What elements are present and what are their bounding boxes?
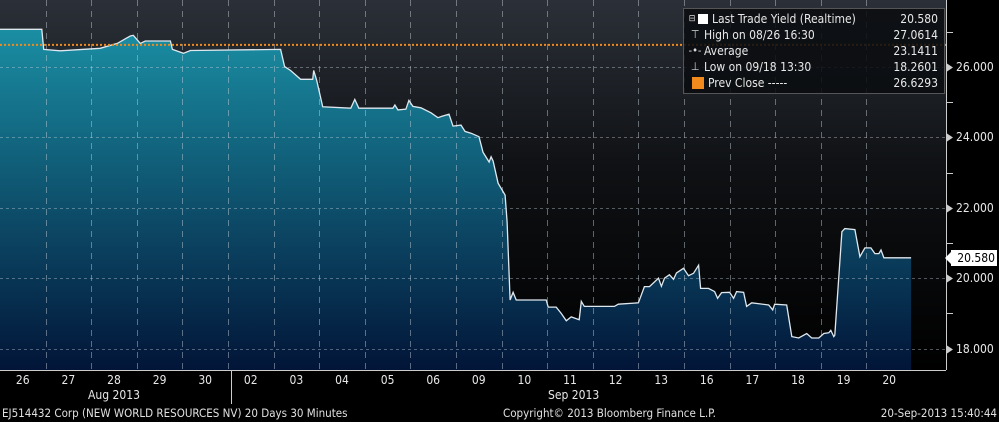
collapse-icon[interactable]: ⊟ [688, 14, 696, 24]
legend: ⊟ Last Trade Yield (Realtime) 20.580 ⊤ H… [683, 8, 945, 94]
y-tick [947, 63, 953, 72]
x-tick-label: 30 [198, 373, 213, 387]
y-tick [947, 204, 953, 213]
y-tick-label: 26.000 [956, 59, 994, 74]
x-tick-label: 09 [471, 373, 486, 387]
footer: EJ514432 Corp (NEW WORLD RESOURCES NV) 2… [0, 404, 999, 422]
y-tick [947, 133, 953, 142]
x-tick-label: 03 [289, 373, 304, 387]
y-tick [947, 274, 953, 283]
x-tick-label: 16 [699, 373, 714, 387]
legend-label: Average [704, 44, 749, 58]
x-tick-label: 29 [152, 373, 167, 387]
white-square-icon [698, 14, 708, 24]
legend-value: 20.580 [900, 12, 938, 26]
low-marker-icon: ⊥ [690, 60, 700, 73]
month-label-aug: Aug 2013 [88, 388, 140, 402]
x-tick-label: 13 [654, 373, 669, 387]
y-tick [947, 345, 953, 354]
legend-label: Low on 09/18 13:30 [704, 60, 812, 74]
legend-value: 23.1411 [893, 44, 938, 58]
legend-item-average[interactable]: -•- Average 23.1411 [688, 43, 939, 59]
copyright: Copyright© 2013 Bloomberg Finance L.P. [503, 406, 716, 420]
x-tick-label: 04 [335, 373, 349, 387]
x-tick-label: 11 [563, 373, 577, 387]
legend-item-low[interactable]: ⊥ Low on 09/18 13:30 18.2601 [688, 59, 938, 75]
legend-value: 18.2601 [893, 60, 938, 74]
x-tick-label: 26 [15, 373, 30, 387]
series-line [0, 28, 912, 339]
y-tick-label: 20.000 [956, 270, 994, 285]
y-tick-label: 18.000 [956, 341, 994, 356]
legend-label: Prev Close ----- [708, 76, 788, 90]
x-tick-label: 05 [380, 373, 395, 387]
security-description: EJ514432 Corp (NEW WORLD RESOURCES NV) 2… [2, 406, 348, 420]
legend-value: 27.0614 [893, 28, 938, 42]
legend-item-prev-close[interactable]: Prev Close ----- 26.6293 [688, 75, 938, 91]
series-area [0, 29, 912, 371]
x-tick-label: 20 [882, 373, 897, 387]
legend-label: Last Trade Yield (Realtime) [712, 12, 856, 26]
month-label-sep: Sep 2013 [548, 388, 600, 402]
y-ticks [947, 32, 953, 354]
x-tick-label: 12 [608, 373, 623, 387]
legend-item-high[interactable]: ⊤ High on 08/26 16:30 27.0614 [688, 27, 938, 43]
y-tick-label: 22.000 [956, 200, 994, 215]
legend-label: High on 08/26 16:30 [704, 28, 815, 42]
high-marker-icon: ⊤ [690, 28, 700, 41]
y-tick-label: 24.000 [956, 129, 994, 144]
legend-value: 26.6293 [893, 76, 938, 90]
x-tick-label: 17 [745, 373, 760, 387]
x-tick-label: 02 [243, 373, 258, 387]
x-tick-label: 18 [791, 373, 805, 387]
orange-square-icon [692, 77, 704, 89]
last-value-tag: 20.580 [945, 249, 997, 266]
x-tick-label: 06 [426, 373, 441, 387]
x-tick-label: 19 [836, 373, 851, 387]
x-tick-label: 27 [61, 373, 76, 387]
x-tick-label: 10 [517, 373, 532, 387]
average-marker-icon: -•- [688, 44, 702, 57]
timestamp: 20-Sep-2013 15:40:44 [880, 406, 997, 420]
legend-item-last[interactable]: ⊟ Last Trade Yield (Realtime) 20.580 [688, 11, 938, 27]
x-tick-label: 28 [107, 373, 121, 387]
